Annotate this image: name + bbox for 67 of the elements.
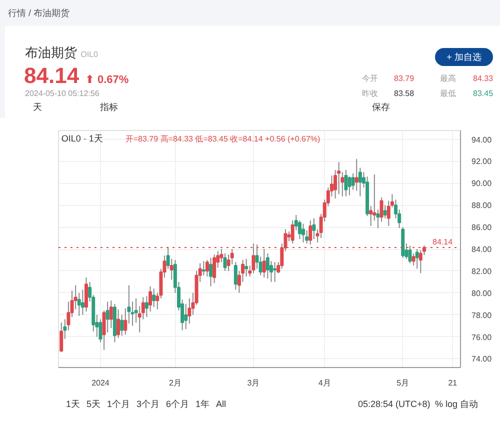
candlestick (116, 308, 120, 338)
text: 最低 (440, 88, 456, 100)
text: % log 自动 (435, 398, 478, 411)
candlestick (337, 162, 341, 195)
y-tick-label: 82.00 (472, 266, 492, 276)
text: 保存 (372, 101, 390, 114)
text: + 加自选 (435, 48, 493, 66)
candlestick (344, 170, 348, 197)
ref-line-label: 84.14 (432, 237, 454, 246)
candlestick (120, 314, 124, 336)
y-tick-label: 74.00 (472, 354, 492, 364)
y-tick-label: 90.00 (472, 179, 492, 188)
x-tick-label: 4月 (318, 378, 331, 388)
candlestick (354, 158, 358, 192)
text: 指标 (100, 101, 118, 114)
text: 83.45 (473, 88, 494, 100)
candlestick (348, 176, 352, 196)
candlestick (383, 204, 387, 219)
candlestick (80, 289, 84, 316)
text: 84.14 (24, 63, 80, 88)
annotation: OIL0 · 1天 (61, 134, 103, 144)
chart-title: 布油期货 (25, 45, 77, 60)
candlestick (412, 252, 416, 266)
x-tick-label: 2024 (92, 378, 110, 388)
annotation: 开=83.79 高=84.33 低=83.45 收=84.14 +0.56 (+0.67%) (125, 134, 321, 144)
candlestick (408, 245, 412, 264)
y-tick-label: 76.00 (472, 332, 492, 342)
text: 84.33 (473, 73, 494, 84)
candlestick (84, 277, 88, 312)
x-tick-label: 21 (448, 378, 458, 388)
y-tick-label: 78.00 (472, 310, 492, 320)
text: 昨收 (362, 88, 378, 100)
y-tick-label: 88.00 (472, 201, 492, 210)
text: OIL0 (80, 50, 98, 59)
text: ⬆ 0.67% (85, 74, 129, 86)
candlestick (212, 254, 216, 284)
candlestick (234, 262, 238, 290)
candlestick (152, 288, 156, 308)
candlestick (202, 260, 206, 276)
candlestick (308, 220, 312, 246)
candlestick (418, 250, 422, 274)
text: 最高 (440, 73, 456, 84)
text: 05:28:54 (UTC+8) (358, 398, 430, 411)
candlestick (109, 300, 113, 328)
x-tick-label: 5月 (396, 378, 410, 388)
y-tick-label: 92.00 (472, 157, 492, 166)
x-tick-label: 3月 (247, 378, 260, 388)
candlestick (209, 257, 213, 287)
candlestick (415, 248, 419, 270)
text: 1天 5天 1个月 3个月 6个月 1年 All (66, 398, 226, 411)
text: 今开 (362, 73, 378, 84)
y-tick-label: 94.00 (472, 135, 492, 144)
y-tick-label: 80.00 (472, 288, 492, 298)
text: 行情 / 布油期货 (8, 7, 70, 20)
text: 天 (33, 101, 42, 114)
candlestick (273, 262, 277, 282)
candlestick (223, 252, 227, 272)
candlestick (244, 258, 248, 277)
y-tick-label: 86.00 (472, 223, 492, 232)
x-tick-label: 2月 (168, 378, 182, 388)
text: 83.79 (394, 73, 414, 84)
candlestick (266, 252, 270, 280)
y-tick-label: 84.00 (472, 245, 492, 254)
candlestick (302, 223, 306, 243)
text: 2024-05-10 05:12:56 (25, 88, 100, 100)
candlestick (60, 322, 64, 353)
text: 83.58 (394, 88, 414, 100)
